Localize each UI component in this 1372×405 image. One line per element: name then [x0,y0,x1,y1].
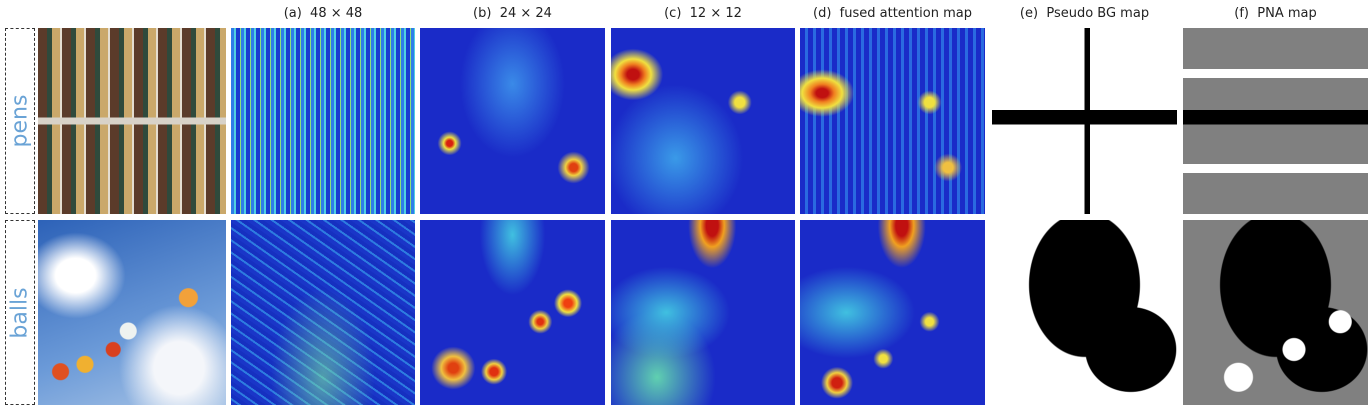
pseudo-bg-map [992,28,1177,214]
column-header: (e) Pseudo BG map [1019,6,1150,21]
attention-map [420,28,605,214]
row-label: balls [7,286,33,339]
column-header: (a) 48 × 48 [283,6,363,21]
column-header: (b) 24 × 24 [473,6,552,21]
photo [38,220,226,405]
row-label: pens [7,94,33,148]
fused-map [800,220,985,405]
attention-map [420,220,605,405]
column-header: (c) 12 × 12 [664,6,742,21]
attention-map [231,220,415,405]
attention-map [611,28,795,214]
column-header: (f) PNA map [1234,6,1317,21]
pseudo-bg-map [992,220,1177,405]
attention-map [231,28,415,214]
row-label-box: balls [5,220,35,405]
row-label-box: pens [5,28,35,214]
photo [38,28,226,214]
column-header: (d) fused attention map [813,6,972,21]
pna-map [1183,28,1368,214]
attention-map [611,220,795,405]
fused-map [800,28,985,214]
pna-map [1183,220,1368,405]
